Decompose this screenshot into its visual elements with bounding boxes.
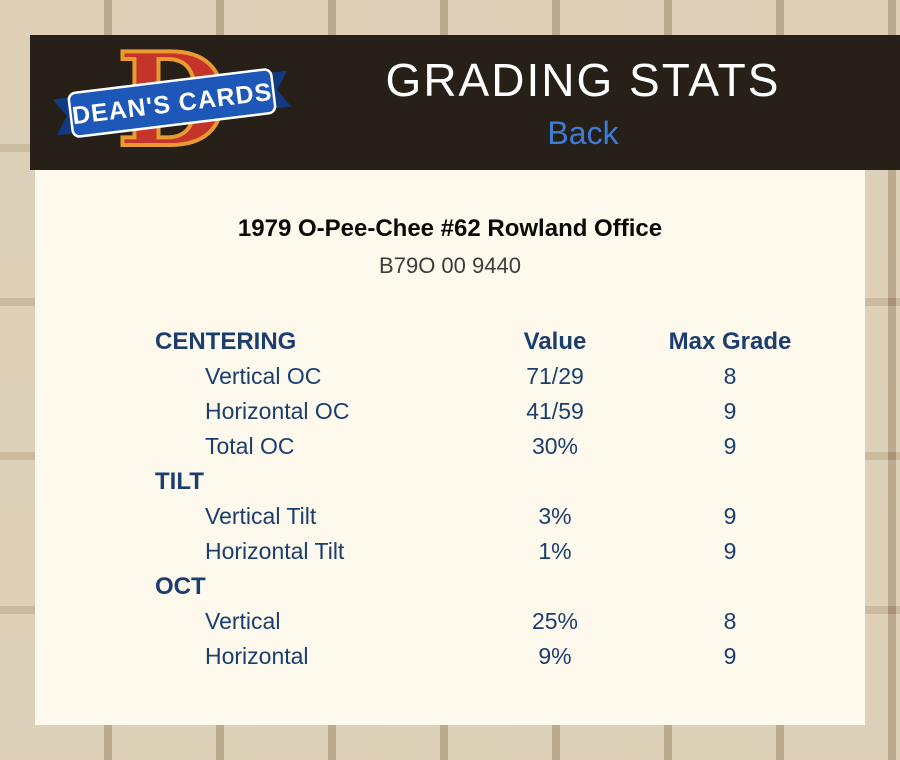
row-max-grade: 8 [723, 363, 737, 389]
row-label: Vertical Tilt [205, 503, 317, 529]
grading-stats-table: CENTERING Value Max Grade Vertical OC 71… [155, 324, 865, 674]
row-max-grade: 9 [723, 503, 737, 529]
row-label: Horizontal Tilt [205, 538, 345, 564]
row-label: Horizontal OC [205, 398, 350, 424]
table-row: Horizontal Tilt 1% 9 [155, 534, 865, 569]
table-section-row: TILT [155, 464, 865, 499]
header-titles: GRADING STATS Back [296, 53, 900, 152]
table-row: Horizontal 9% 9 [155, 639, 865, 674]
table-col-header-value: Value [523, 327, 587, 355]
table-row: Total OC 30% 9 [155, 429, 865, 464]
row-max-grade: 9 [723, 643, 737, 669]
deans-cards-logo[interactable]: D DEAN'S CARDS [48, 39, 296, 167]
row-value: 71/29 [526, 363, 584, 389]
table-row: Vertical Tilt 3% 9 [155, 499, 865, 534]
row-value: 3% [538, 503, 572, 529]
table-header-row: CENTERING Value Max Grade [155, 324, 865, 359]
row-value: 1% [538, 538, 572, 564]
logo-ribbon: DEAN'S CARDS [52, 67, 292, 138]
table-row: Vertical OC 71/29 8 [155, 359, 865, 394]
deans-cards-logo-graphic: D DEAN'S CARDS [52, 39, 292, 167]
row-value: 9% [538, 643, 572, 669]
card-side-link[interactable]: Back [547, 115, 619, 151]
row-value: 30% [531, 433, 579, 459]
row-label: Vertical [205, 608, 281, 634]
row-max-grade: 9 [723, 538, 737, 564]
row-value: 25% [531, 608, 579, 634]
card-code: B79O 00 9440 [379, 253, 521, 278]
row-label: Horizontal [205, 643, 309, 669]
table-col-header-max-grade: Max Grade [668, 327, 792, 355]
row-max-grade: 9 [723, 433, 737, 459]
row-value: 41/59 [526, 398, 584, 424]
table-row: Horizontal OC 41/59 9 [155, 394, 865, 429]
page-title: GRADING STATS [385, 54, 781, 106]
card-title: 1979 O-Pee-Chee #62 Rowland Office [237, 215, 663, 242]
header-bar: D DEAN'S CARDS GRADING STATS Back [30, 35, 900, 170]
content-panel: 1979 O-Pee-Chee #62 Rowland Office B79O … [35, 170, 865, 725]
table-section-row: OCT [155, 569, 865, 604]
section-label-oct: OCT [155, 572, 206, 600]
row-label: Vertical OC [205, 363, 322, 389]
section-label-tilt: TILT [155, 467, 204, 495]
table-row: Vertical 25% 8 [155, 604, 865, 639]
row-max-grade: 8 [723, 608, 737, 634]
row-label: Total OC [205, 433, 295, 459]
table-col-header-centering: CENTERING [155, 327, 297, 355]
row-max-grade: 9 [723, 398, 737, 424]
